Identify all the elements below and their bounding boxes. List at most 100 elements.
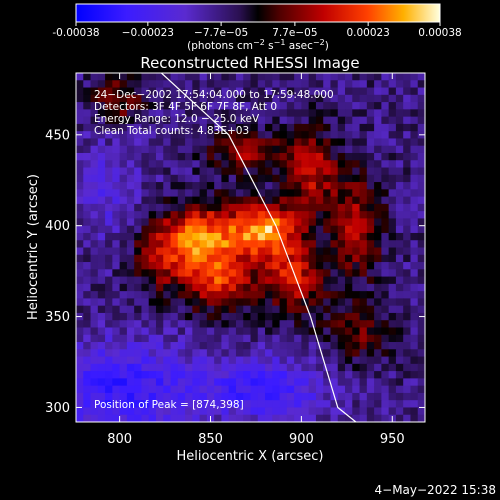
heatmap-cell [323, 152, 332, 161]
heatmap-cell [163, 189, 172, 198]
heatmap-cell [155, 145, 164, 154]
heatmap-cell [141, 392, 150, 401]
heatmap-cell [170, 145, 179, 154]
heatmap-cell [301, 327, 310, 336]
heatmap-cell [134, 80, 143, 89]
heatmap-cell [279, 189, 288, 198]
heatmap-cell [388, 167, 397, 176]
heatmap-cell [403, 305, 412, 314]
heatmap-cell [272, 240, 281, 249]
heatmap-cell [185, 116, 193, 125]
heatmap-cell [294, 80, 302, 89]
heatmap-cell [366, 371, 375, 379]
heatmap-cell [374, 123, 382, 132]
heatmap-cell [272, 94, 281, 103]
heatmap-cell [134, 327, 143, 336]
heatmap-cell [126, 174, 135, 183]
heatmap-cell [214, 174, 223, 183]
heatmap-cell [352, 291, 361, 299]
heatmap-cell [286, 102, 295, 110]
heatmap-cell [76, 371, 84, 379]
heatmap-cell [141, 145, 150, 154]
heatmap-cell [374, 87, 382, 96]
heatmap-cell [155, 327, 164, 336]
heatmap-cell [243, 334, 252, 343]
heatmap-cell [345, 102, 353, 110]
heatmap-cell [141, 218, 150, 227]
heatmap-cell [388, 276, 397, 285]
heatmap-cell [83, 196, 92, 205]
heatmap-cell [279, 123, 288, 132]
heatmap-cell [381, 203, 390, 212]
heatmap-cell [90, 73, 99, 81]
heatmap-cell [265, 371, 273, 379]
heatmap-cell [337, 138, 346, 147]
heatmap-cell [192, 363, 201, 372]
heatmap-cell [374, 94, 382, 103]
heatmap-cell [83, 414, 92, 422]
heatmap-cell [388, 116, 397, 125]
heatmap-cell [97, 109, 106, 118]
heatmap-cell [286, 312, 295, 321]
heatmap-cell [352, 145, 361, 154]
heatmap-cell [381, 305, 390, 314]
heatmap-cell [403, 356, 412, 365]
heatmap-cell [199, 291, 208, 299]
heatmap-cell [330, 182, 339, 190]
heatmap-cell [250, 232, 259, 241]
heatmap-cell [257, 247, 266, 256]
heatmap-cell [185, 276, 193, 285]
heatmap-cell [294, 109, 302, 118]
heatmap-cell [206, 102, 215, 110]
heatmap-cell [286, 232, 295, 241]
heatmap-cell [359, 269, 368, 278]
heatmap-cell [366, 414, 375, 422]
heatmap-cell [330, 102, 339, 110]
heatmap-cell [257, 73, 266, 81]
heatmap-cell [272, 189, 281, 198]
heatmap-cell [214, 73, 223, 81]
heatmap-cell [83, 80, 92, 89]
heatmap-cell [352, 160, 361, 169]
heatmap-cell [126, 116, 135, 125]
heatmap-cell [265, 356, 273, 365]
heatmap-cell [119, 196, 128, 205]
heatmap-cell [315, 116, 324, 125]
heatmap-cell [315, 298, 324, 307]
heatmap-cell [417, 80, 425, 89]
heatmap-cell [199, 276, 208, 285]
heatmap-cell [126, 363, 135, 372]
heatmap-cell [315, 400, 324, 409]
heatmap-cell [345, 414, 353, 422]
heatmap-cell [90, 247, 99, 256]
heatmap-cell [330, 363, 339, 372]
heatmap-cell [359, 116, 368, 125]
heatmap-cell [374, 232, 382, 241]
heatmap-cell [286, 349, 295, 358]
heatmap-cell [235, 363, 244, 372]
x-axis-label: Heliocentric X (arcsec) [177, 449, 324, 464]
heatmap-cell [301, 196, 310, 205]
heatmap-cell [206, 312, 215, 321]
heatmap-cell [90, 211, 99, 220]
heatmap-cell [90, 371, 99, 379]
heatmap-cell [345, 138, 353, 147]
heatmap-cell [192, 145, 201, 154]
heatmap-cell [323, 211, 332, 220]
heatmap-cell [381, 160, 390, 169]
heatmap-cell [112, 73, 121, 81]
heatmap-cell [185, 131, 193, 140]
heatmap-cell [228, 291, 237, 299]
heatmap-cell [345, 334, 353, 343]
heatmap-cell [388, 152, 397, 161]
heatmap-cell [170, 123, 179, 132]
heatmap-cell [199, 312, 208, 321]
heatmap-cell [286, 342, 295, 350]
heatmap-cell [76, 247, 84, 256]
footer-date: 4−May−2022 15:38 [375, 483, 497, 497]
x-tick-label: 900 [289, 432, 314, 447]
heatmap-cell [374, 334, 382, 343]
heatmap-cell [170, 196, 179, 205]
heatmap-cell [279, 174, 288, 183]
heatmap-cell [417, 123, 425, 132]
